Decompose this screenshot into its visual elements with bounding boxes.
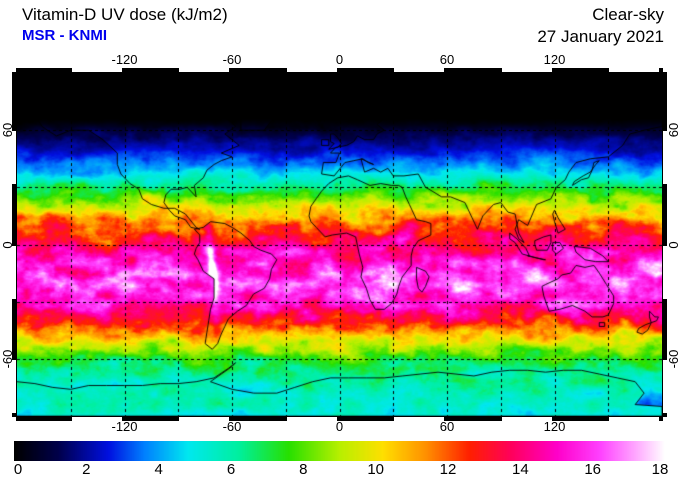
axis-tick-gap xyxy=(394,68,444,72)
colorbar-tick-label: 8 xyxy=(299,461,308,478)
axis-bar xyxy=(12,72,16,417)
x-axis-ticks-top xyxy=(16,68,663,72)
axis-tick-gap xyxy=(663,131,667,185)
y-axis-ticks-left xyxy=(12,72,16,417)
map-plot-area xyxy=(16,72,663,417)
colorbar-tick-label: 0 xyxy=(13,461,23,478)
axis-tick-gap xyxy=(663,359,667,413)
x-axis-tick-label: 120 xyxy=(543,52,566,67)
colorbar xyxy=(14,441,665,461)
colorbar-tick-label: 6 xyxy=(226,461,236,478)
axis-tick-gap xyxy=(12,245,16,299)
colorbar-tick-label: 16 xyxy=(584,461,601,478)
axis-tick-gap xyxy=(501,417,552,421)
uv-dose-heatmap xyxy=(17,73,662,416)
axis-tick-gap xyxy=(12,131,16,185)
x-axis-tick-label: 60 xyxy=(439,419,455,434)
axis-tick-gap xyxy=(286,417,337,421)
y-axis-tick-label: -60 xyxy=(0,349,15,369)
colorbar-gradient xyxy=(14,441,665,461)
axis-tick-gap xyxy=(609,417,659,421)
header-left: Vitamin-D UV dose (kJ/m2) MSR - KNMI xyxy=(22,4,228,45)
x-axis-ticks-bottom xyxy=(16,417,663,421)
axis-tick-gap xyxy=(501,68,552,72)
x-axis-tick-label: 60 xyxy=(439,52,455,67)
axis-tick-gap xyxy=(286,68,337,72)
axis-tick-gap xyxy=(394,417,444,421)
axis-bar xyxy=(16,417,663,421)
page-title: Vitamin-D UV dose (kJ/m2) xyxy=(22,5,228,24)
y-axis-tick-label: 0 xyxy=(666,240,678,249)
colorbar-tick-label: 12 xyxy=(439,461,457,478)
x-axis-tick-label: 0 xyxy=(335,52,344,67)
sky-condition-label: Clear-sky xyxy=(592,5,664,24)
y-axis-tick-label: 60 xyxy=(0,122,15,138)
axis-tick-gap xyxy=(179,68,229,72)
x-axis-tick-label: -60 xyxy=(222,419,242,434)
axis-tick-gap xyxy=(179,417,229,421)
axis-bar xyxy=(16,68,663,72)
x-axis-tick-label: -120 xyxy=(111,419,138,434)
axis-tick-gap xyxy=(71,68,122,72)
colorbar-tick-label: 2 xyxy=(82,461,91,478)
x-axis-tick-label: -120 xyxy=(111,52,138,67)
axis-tick-gap xyxy=(12,359,16,413)
colorbar-tick-label: 14 xyxy=(511,461,529,478)
y-axis-tick-label: 60 xyxy=(666,122,678,138)
colorbar-tick-label: 10 xyxy=(367,461,384,478)
colorbar-tick-labels: 0 2 4 6 8 10 12 14 16 18 xyxy=(13,461,669,480)
axis-tick-gap xyxy=(663,245,667,299)
axis-bar xyxy=(663,72,667,417)
data-source-label: MSR - KNMI xyxy=(22,27,107,44)
y-axis-tick-label: -60 xyxy=(666,349,678,369)
x-axis-tick-label: 0 xyxy=(335,419,344,434)
x-axis-tick-label: -60 xyxy=(222,52,242,67)
date-label: 27 January 2021 xyxy=(537,27,664,46)
header-right: Clear-sky 27 January 2021 xyxy=(537,4,664,48)
axis-tick-gap xyxy=(609,68,659,72)
x-axis-tick-label: 120 xyxy=(543,419,566,434)
axis-tick-gap xyxy=(71,417,122,421)
colorbar-tick-label: 4 xyxy=(154,461,163,478)
y-axis-ticks-right xyxy=(663,72,667,417)
colorbar-tick-label: 18 xyxy=(651,461,669,478)
y-axis-tick-label: 0 xyxy=(0,240,15,249)
